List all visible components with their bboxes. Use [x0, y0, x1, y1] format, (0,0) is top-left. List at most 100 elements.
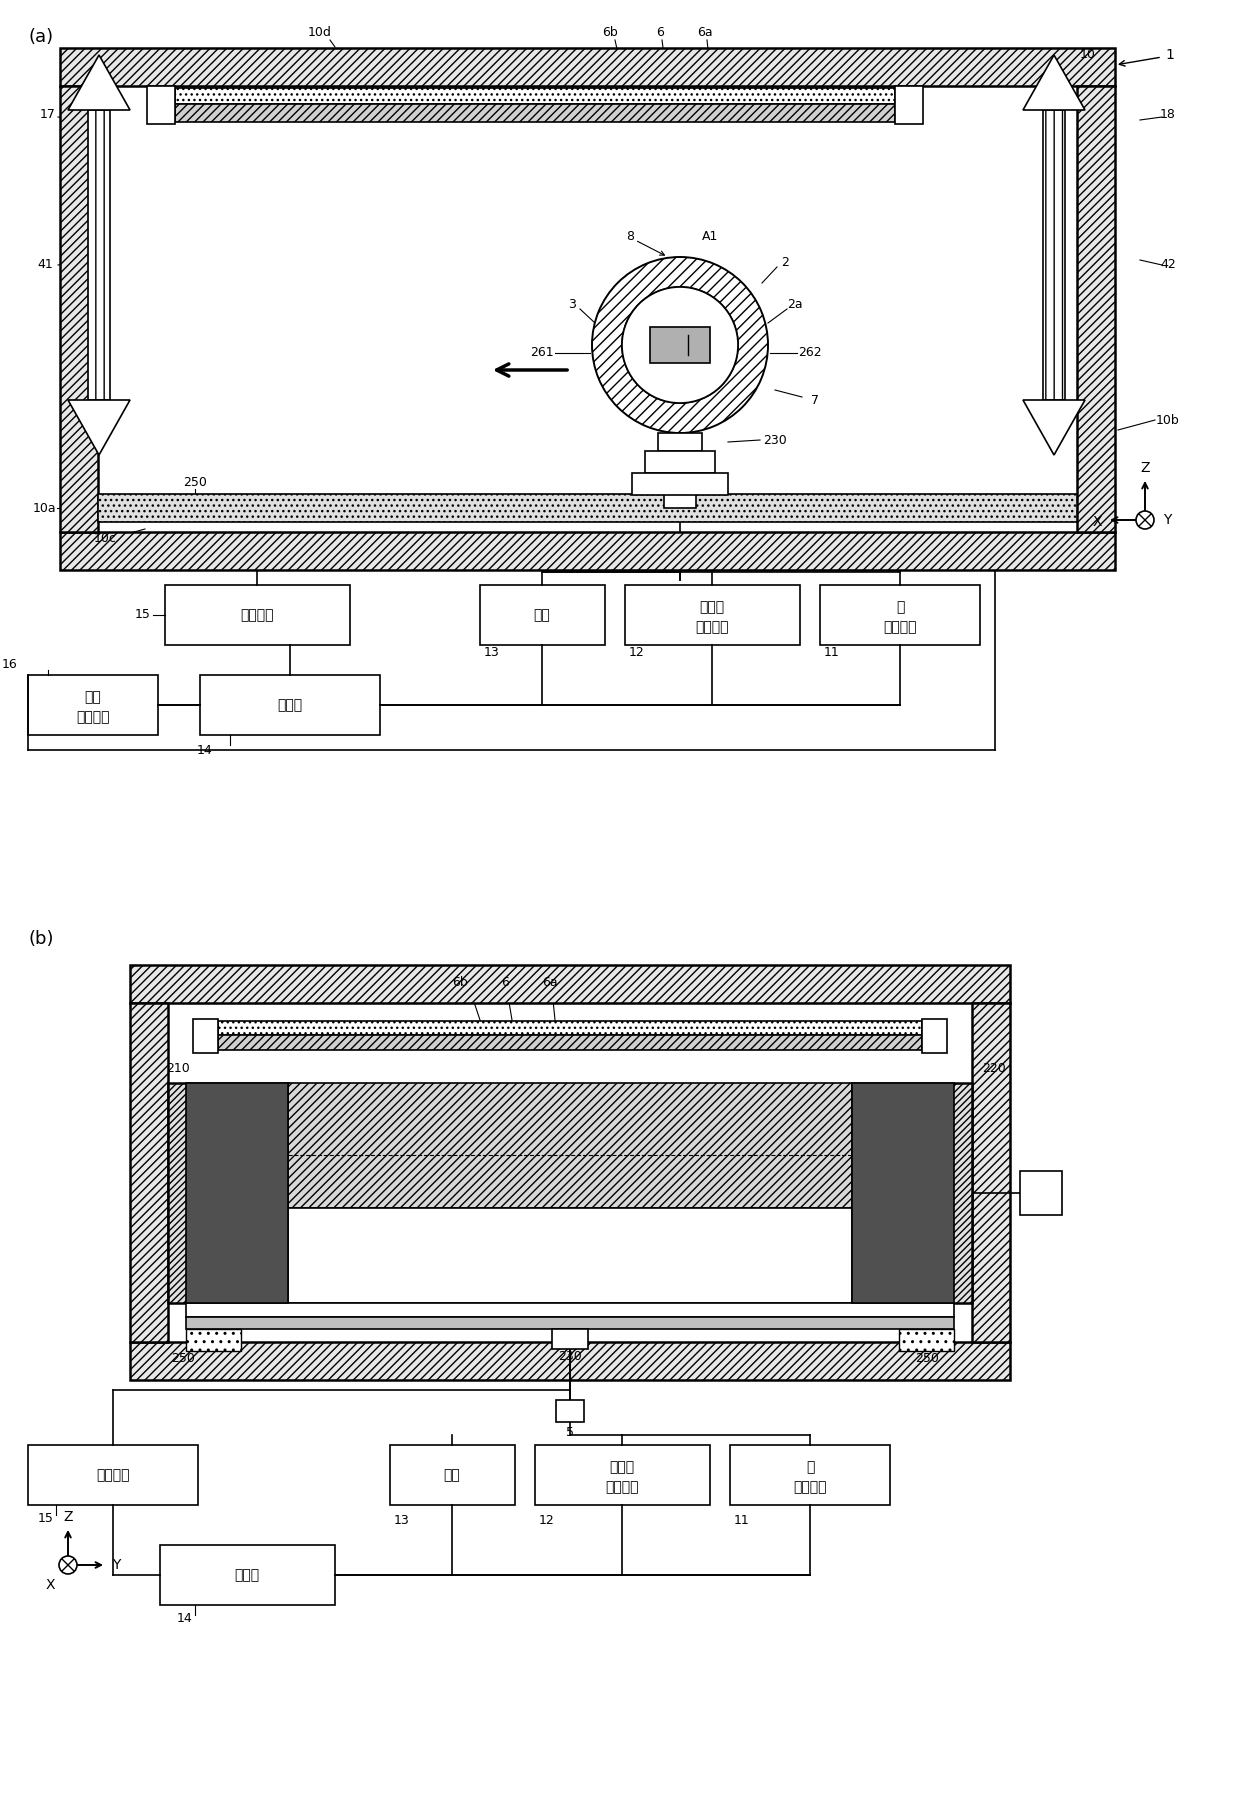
- Text: 10a: 10a: [32, 502, 56, 514]
- Text: 10c: 10c: [93, 533, 117, 545]
- Text: 6b: 6b: [603, 27, 618, 40]
- Text: 排气部件: 排气部件: [97, 1467, 130, 1482]
- Bar: [899, 1329, 954, 1351]
- Bar: [820, 585, 980, 645]
- Text: 41: 41: [37, 258, 53, 271]
- Text: 42: 42: [1161, 258, 1176, 271]
- Bar: [480, 585, 605, 645]
- Text: 14: 14: [177, 1613, 193, 1625]
- Text: 13: 13: [394, 1514, 410, 1527]
- Wedge shape: [591, 256, 768, 433]
- Circle shape: [1136, 511, 1154, 529]
- Text: 3: 3: [568, 298, 575, 311]
- Bar: [200, 674, 379, 734]
- Text: 电源: 电源: [444, 1467, 460, 1482]
- Text: 6a: 6a: [697, 27, 713, 40]
- Text: 18: 18: [1161, 109, 1176, 122]
- Bar: [218, 1022, 923, 1034]
- Bar: [1078, 85, 1115, 533]
- Bar: [160, 1545, 335, 1605]
- Bar: [895, 85, 923, 124]
- Bar: [29, 1445, 198, 1505]
- Text: 驱动装置: 驱动装置: [605, 1480, 639, 1494]
- Bar: [632, 473, 728, 494]
- Bar: [625, 585, 800, 645]
- Text: 15: 15: [135, 609, 151, 622]
- Text: 5: 5: [565, 1425, 574, 1438]
- Bar: [130, 1342, 1011, 1380]
- Text: 排气部件: 排气部件: [241, 607, 274, 622]
- Circle shape: [60, 1556, 77, 1574]
- Text: 12: 12: [629, 645, 645, 658]
- Bar: [391, 1445, 515, 1505]
- Text: 导入部件: 导入部件: [76, 711, 110, 724]
- Text: 230: 230: [558, 1351, 582, 1364]
- Bar: [175, 104, 895, 122]
- Bar: [218, 1034, 923, 1051]
- Bar: [98, 85, 1078, 533]
- Bar: [552, 1329, 588, 1349]
- Text: 10b: 10b: [1156, 413, 1180, 427]
- Text: 1: 1: [1166, 47, 1174, 62]
- Bar: [60, 533, 1115, 571]
- Text: 220: 220: [982, 1062, 1006, 1074]
- Text: 210: 210: [166, 1062, 190, 1074]
- Text: 13: 13: [484, 645, 500, 658]
- Bar: [130, 1004, 167, 1342]
- Text: 12: 12: [539, 1514, 554, 1527]
- Text: 电源: 电源: [533, 607, 551, 622]
- Bar: [148, 85, 175, 124]
- Bar: [98, 494, 1078, 522]
- Text: 261: 261: [531, 347, 554, 360]
- Bar: [167, 1084, 288, 1304]
- Bar: [288, 1084, 852, 1207]
- Bar: [658, 433, 702, 451]
- Text: 15: 15: [38, 1513, 53, 1525]
- Bar: [534, 1445, 711, 1505]
- Text: Z: Z: [63, 1511, 73, 1523]
- Bar: [165, 585, 350, 645]
- Bar: [29, 674, 157, 734]
- Text: 262: 262: [799, 347, 822, 360]
- Text: N: N: [670, 338, 681, 353]
- Polygon shape: [68, 55, 130, 111]
- Text: Y: Y: [1163, 513, 1172, 527]
- Text: X: X: [45, 1578, 55, 1593]
- Bar: [1043, 111, 1065, 400]
- Text: 靶: 靶: [895, 600, 904, 614]
- Text: 250: 250: [171, 1353, 195, 1365]
- Text: 控制部: 控制部: [234, 1567, 259, 1582]
- Text: 230: 230: [763, 433, 787, 447]
- Text: N: N: [630, 1127, 640, 1142]
- Polygon shape: [68, 400, 130, 454]
- Text: A1: A1: [702, 231, 718, 244]
- Text: 10: 10: [1080, 49, 1096, 62]
- Text: (a): (a): [29, 27, 53, 45]
- Bar: [645, 451, 715, 473]
- Text: 11: 11: [825, 645, 839, 658]
- Text: 6b: 6b: [453, 976, 467, 989]
- Text: 驱动装置: 驱动装置: [696, 620, 729, 634]
- Text: 16: 16: [2, 658, 17, 671]
- Polygon shape: [1023, 55, 1085, 111]
- Bar: [193, 1020, 218, 1053]
- Text: Y: Y: [112, 1558, 120, 1573]
- Text: 气体: 气体: [84, 691, 102, 704]
- Bar: [852, 1084, 954, 1304]
- Text: 6: 6: [656, 27, 663, 40]
- Bar: [288, 1207, 852, 1304]
- Text: 控制部: 控制部: [278, 698, 303, 713]
- Bar: [130, 965, 1011, 1004]
- Text: 5: 5: [658, 469, 666, 482]
- Text: X: X: [1092, 514, 1102, 529]
- Text: 移动台: 移动台: [609, 1460, 635, 1474]
- Text: 250: 250: [184, 476, 207, 489]
- Text: 11: 11: [734, 1514, 750, 1527]
- Text: 驱动装置: 驱动装置: [883, 620, 916, 634]
- Text: (b): (b): [29, 931, 53, 947]
- Bar: [663, 485, 696, 507]
- Bar: [88, 111, 110, 400]
- Bar: [1021, 1171, 1061, 1214]
- Bar: [972, 1004, 1011, 1342]
- Bar: [650, 327, 711, 364]
